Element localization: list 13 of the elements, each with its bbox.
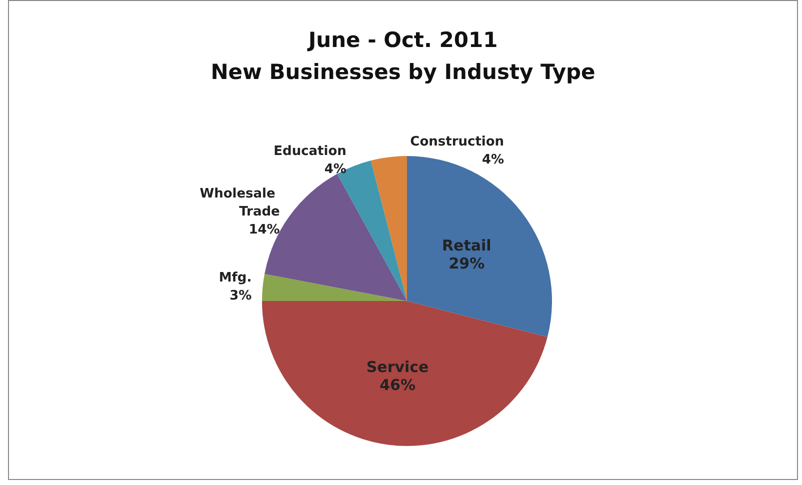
data-label: 4% — [482, 152, 504, 168]
slice-label: Mfg. — [218, 270, 252, 286]
data-label: 4% — [324, 162, 346, 178]
chart-title: June - Oct. 2011 New Businesses by Industy Type — [210, 28, 596, 84]
data-label: 14% — [248, 222, 280, 238]
slice-label: Construction — [410, 134, 504, 150]
slice-label: Service — [366, 358, 429, 376]
slice-label: Retail — [442, 236, 492, 255]
data-label: 3% — [230, 288, 252, 304]
data-label: 29% — [448, 254, 485, 273]
data-label: 46% — [380, 376, 416, 394]
slice-label: Wholesale Trade — [200, 186, 280, 220]
slice-label: Education — [274, 144, 346, 160]
